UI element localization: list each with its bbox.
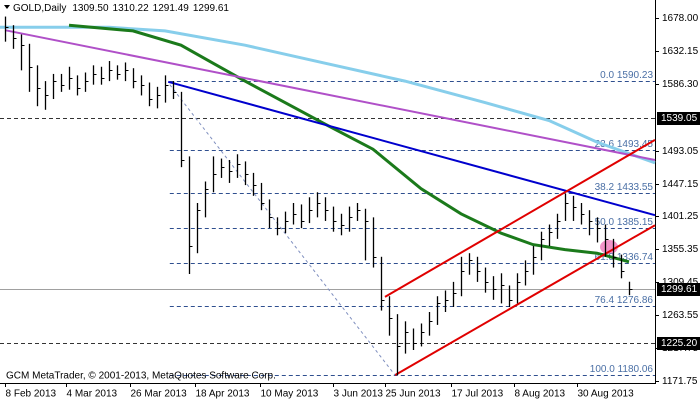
y-tick-label: 1678.00	[662, 13, 699, 24]
y-tick-label: 1586.30	[662, 79, 699, 90]
price-level-label: 1299.61	[661, 284, 698, 295]
price-level-label: 1539.05	[661, 113, 698, 124]
x-tick-label: 26 Mar 2013	[131, 389, 188, 400]
price-level-box	[657, 283, 700, 296]
fib-label: 61.8 1336.74	[595, 252, 654, 263]
y-tick-label: 1632.15	[662, 46, 699, 57]
fib-label: 100.0 1180.06	[590, 364, 654, 375]
x-tick-label: 8 Feb 2013	[6, 389, 57, 400]
trendline	[394, 224, 656, 376]
x-tick-label: 17 Jul 2013	[452, 389, 504, 400]
price-level-box	[657, 337, 700, 350]
trendline	[4, 29, 656, 161]
moving-average	[68, 23, 630, 264]
x-tick-label: 3 Jun 2013	[334, 389, 384, 400]
price-level-label: 1225.20	[661, 338, 698, 349]
y-tick-label: 1355.35	[662, 244, 699, 255]
fib-label: 23.6 1493.45	[595, 139, 654, 150]
y-tick-label: 1263.55	[662, 310, 699, 321]
x-tick-label: 4 Mar 2013	[67, 389, 118, 400]
x-tick-label: 10 May 2013	[261, 389, 319, 400]
trendline	[169, 84, 396, 376]
y-tick-label: 1447.15	[662, 179, 699, 190]
footer: GCM MetaTrader, © 2001-2013, MetaQuotes …	[6, 371, 276, 382]
x-tick-label: 25 Jun 2013	[386, 389, 441, 400]
fib-label: 0.0 1590.23	[600, 70, 653, 81]
x-tick-label: 18 Apr 2013	[196, 389, 250, 400]
header-part: 1291.49	[153, 3, 190, 14]
y-tick-label: 1171.75	[662, 376, 698, 387]
header-part: 1309.50	[72, 3, 109, 14]
trendline	[167, 80, 656, 217]
fib-label: 76.4 1276.86	[595, 295, 654, 306]
price-level-box	[657, 112, 700, 125]
x-tick-label: 30 Aug 2013	[578, 389, 635, 400]
x-tick-label: 8 Aug 2013	[515, 389, 566, 400]
fib-label: 50.0 1385.15	[595, 217, 654, 228]
moving-average	[0, 25, 656, 165]
header-part: GOLD,Daily	[13, 3, 66, 14]
trendline	[384, 139, 656, 298]
menu-arrow	[4, 5, 10, 9]
y-tick-label: 1493.05	[662, 146, 699, 157]
y-tick-label: 1309.45	[662, 277, 699, 288]
chart-header: GOLD,Daily 1309.50 1310.22 1291.49 1299.61	[13, 3, 229, 14]
y-tick-label: 1401.25	[662, 211, 699, 222]
fib-label: 38.2 1433.55	[595, 182, 654, 193]
header-part: 1299.61	[193, 3, 230, 14]
header-part: 1310.22	[113, 3, 150, 14]
